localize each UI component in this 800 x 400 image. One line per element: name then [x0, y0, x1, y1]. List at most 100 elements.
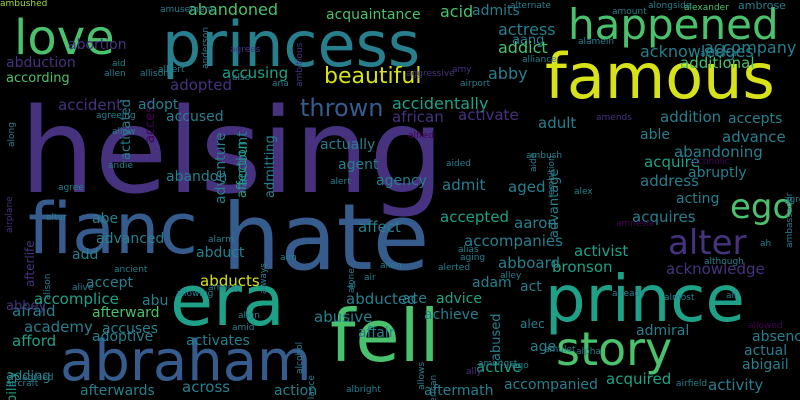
- cloud-word: amongst: [478, 359, 518, 369]
- cloud-word: ambrose: [738, 0, 786, 12]
- cloud-word: actual: [744, 343, 788, 359]
- cloud-word: love: [14, 10, 115, 66]
- cloud-word: alfred: [408, 131, 434, 141]
- cloud-word: address: [640, 172, 699, 190]
- cloud-word: ally: [466, 367, 482, 377]
- cloud-word: abu: [142, 293, 169, 309]
- cloud-word: accomplice: [34, 290, 119, 308]
- cloud-word: albert: [158, 65, 185, 75]
- cloud-word: aged: [508, 178, 546, 196]
- cloud-word: alternate: [510, 1, 551, 11]
- cloud-word: abortion: [68, 37, 127, 53]
- cloud-word: ego: [730, 187, 794, 227]
- cloud-word: amount: [612, 7, 647, 17]
- cloud-word: ambush: [526, 151, 563, 161]
- cloud-word: agreed: [22, 373, 54, 383]
- cloud-word: alien: [380, 261, 402, 271]
- cloud-word: accused: [166, 109, 224, 125]
- cloud-word: accompanied: [504, 377, 598, 393]
- cloud-word: action: [274, 383, 318, 399]
- cloud-word: era: [170, 260, 285, 342]
- cloud-word: helsing: [20, 82, 445, 220]
- cloud-word: abandoning: [674, 143, 763, 161]
- cloud-word: alerted: [438, 263, 471, 273]
- cloud-word: aaron: [514, 214, 557, 232]
- cloud-word: acquires: [632, 208, 696, 226]
- cloud-word: abboard: [498, 254, 561, 272]
- cloud-word: alter: [668, 223, 747, 263]
- cloud-word: allowing: [176, 289, 214, 299]
- cloud-word: addict: [498, 38, 548, 57]
- cloud-word: accusing: [222, 64, 289, 82]
- cloud-word: abduct: [196, 245, 245, 261]
- cloud-word: admiral: [636, 323, 690, 339]
- cloud-word: air: [364, 273, 376, 283]
- cloud-word: able: [640, 127, 670, 143]
- cloud-word: ambushed: [0, 0, 48, 9]
- cloud-word: amends: [596, 113, 632, 123]
- cloud-word: abandoned: [188, 0, 278, 19]
- cloud-word: afterwards: [80, 383, 155, 399]
- cloud-word: accuses: [102, 321, 159, 337]
- cloud-word: across: [182, 378, 231, 396]
- cloud-word: bronson: [552, 258, 613, 276]
- cloud-word: also: [232, 73, 251, 83]
- cloud-word: acknowledge: [666, 260, 765, 278]
- cloud-word: active: [476, 358, 522, 376]
- cloud-word: allow: [112, 127, 136, 137]
- cloud-word: activity: [708, 376, 764, 394]
- cloud-word: abducted: [346, 290, 417, 308]
- cloud-word: activate: [458, 106, 519, 124]
- cloud-word: abraham: [60, 329, 312, 394]
- cloud-word: agent: [338, 157, 379, 173]
- cloud-word: hate: [222, 184, 430, 291]
- cloud-word: princess: [162, 8, 421, 81]
- cloud-word: adopt: [138, 97, 179, 113]
- cloud-word: accompanies: [464, 232, 563, 250]
- cloud-word: afraid: [12, 302, 56, 320]
- cloud-word: ali: [726, 291, 737, 301]
- cloud-word: add: [72, 247, 99, 263]
- cloud-word: accident: [58, 96, 122, 114]
- cloud-word: altar: [46, 213, 67, 223]
- cloud-word: although: [704, 257, 744, 267]
- cloud-word: affect: [358, 218, 401, 236]
- cloud-word: ana: [272, 79, 289, 89]
- cloud-word: agreement: [784, 195, 800, 205]
- cloud-word: alongside: [648, 1, 692, 11]
- cloud-word: among: [208, 283, 240, 293]
- cloud-word: always: [259, 263, 269, 295]
- cloud-word: allows: [417, 362, 427, 391]
- cloud-word: academy: [24, 318, 93, 336]
- cloud-word: america: [700, 49, 737, 59]
- cloud-word: amulet: [544, 345, 576, 355]
- cloud-word: actually: [320, 137, 376, 153]
- cloud-word: story: [556, 322, 673, 376]
- cloud-word: act: [520, 279, 542, 295]
- cloud-word: advance: [722, 128, 786, 146]
- cloud-word: agency: [376, 173, 427, 189]
- cloud-word: admit: [442, 176, 486, 194]
- cloud-word: affair: [358, 325, 395, 341]
- cloud-word: agrees: [230, 45, 261, 55]
- cloud-word: fianc: [28, 188, 198, 270]
- cloud-word: alamein: [578, 37, 615, 47]
- cloud-word: accepts: [728, 111, 783, 127]
- cloud-word: famous: [545, 40, 775, 113]
- cloud-word: accepted: [440, 208, 510, 226]
- cloud-word: abigail: [742, 357, 789, 373]
- cloud-word: amy: [452, 65, 472, 75]
- cloud-word: affection: [235, 141, 250, 199]
- cloud-word: agree: [58, 183, 84, 193]
- cloud-word: agreeing: [96, 111, 136, 121]
- cloud-word: advanced: [96, 231, 165, 247]
- cloud-word: abruptly: [688, 165, 747, 181]
- cloud-word: aftermath: [424, 383, 494, 399]
- cloud-word: american: [429, 375, 439, 400]
- cloud-word: amusement: [160, 5, 214, 15]
- cloud-word: alliance: [522, 55, 557, 65]
- cloud-word: adoptive: [92, 329, 154, 345]
- cloud-word: alex: [574, 187, 593, 197]
- cloud-word: abducts: [200, 272, 260, 290]
- cloud-word: almost: [664, 293, 695, 303]
